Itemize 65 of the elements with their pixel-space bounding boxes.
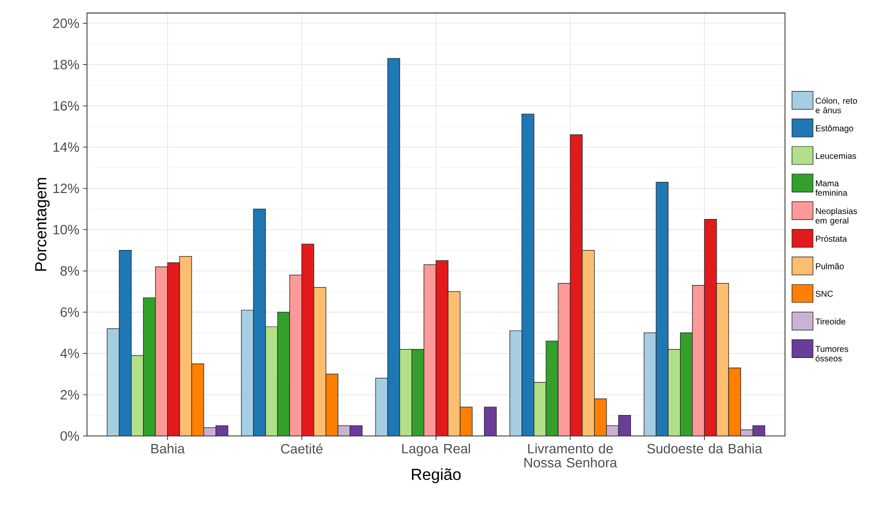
bar xyxy=(143,297,156,436)
bar xyxy=(388,58,400,436)
x-axis-title: Região xyxy=(412,468,461,484)
legend-label: Cólon, reto e ânus xyxy=(816,97,857,114)
y-tick-label: 20% xyxy=(53,18,79,28)
bar xyxy=(704,219,717,436)
bar xyxy=(582,250,595,436)
legend-label: Tumores ósseos xyxy=(815,346,848,362)
legend-label: Estômago xyxy=(816,125,854,133)
bar xyxy=(728,368,741,436)
legend-label: Mama feminina xyxy=(815,180,848,196)
bar xyxy=(191,363,204,436)
bar xyxy=(668,349,681,436)
bar xyxy=(400,349,412,436)
y-tick-label: 16% xyxy=(53,101,79,111)
legend-label: Próstata xyxy=(816,235,847,242)
bar xyxy=(253,208,266,436)
bar xyxy=(131,355,144,436)
x-tick-label: Livramento de Nossa Senhora xyxy=(524,444,618,468)
bar xyxy=(558,282,571,436)
legend-label: Leucemias xyxy=(816,152,856,159)
bar xyxy=(522,114,534,436)
y-tick-label: 2% xyxy=(60,390,79,400)
legend-label: Neoplasias em geral xyxy=(816,208,858,226)
bar xyxy=(424,264,436,436)
x-tick-label: Caetité xyxy=(281,444,323,454)
y-tick-label: 14% xyxy=(53,142,79,152)
bar xyxy=(265,326,278,436)
bar xyxy=(618,415,631,436)
bar xyxy=(277,312,290,436)
y-tick-label: 12% xyxy=(53,184,79,194)
bar xyxy=(448,292,460,436)
bar xyxy=(289,274,302,436)
legend-label: SNC xyxy=(816,290,833,297)
bar xyxy=(692,285,705,436)
bar xyxy=(716,282,729,436)
x-tick-label: Lagoa Real xyxy=(402,444,470,456)
bar xyxy=(167,262,180,436)
bar xyxy=(570,134,583,436)
legend-label: Tireoide xyxy=(815,318,846,324)
x-tick-label: Bahia xyxy=(151,444,185,454)
y-tick-label: 8% xyxy=(60,266,79,276)
bar xyxy=(484,406,497,436)
bar xyxy=(179,256,192,436)
x-tick-label: Sudoeste da Bahia xyxy=(647,444,762,454)
bar xyxy=(118,250,132,436)
y-tick-label: 4% xyxy=(60,348,79,358)
bar xyxy=(155,266,168,436)
y-tick-label: 0% xyxy=(60,431,79,441)
bar xyxy=(680,332,693,436)
bar xyxy=(314,287,326,436)
bar xyxy=(594,398,607,436)
bar xyxy=(546,340,558,436)
bar xyxy=(656,182,669,436)
y-tick-label: 6% xyxy=(60,307,79,317)
bar xyxy=(436,260,448,436)
bar xyxy=(326,374,338,436)
bar xyxy=(301,244,314,436)
y-tick-label: 18% xyxy=(53,60,79,70)
y-tick-label: 10% xyxy=(53,224,79,234)
bar xyxy=(412,349,424,436)
y-axis-title: Porcentagem xyxy=(35,178,50,271)
legend-label: Pulmão xyxy=(816,263,844,270)
bar xyxy=(460,407,472,436)
bar xyxy=(534,382,546,436)
